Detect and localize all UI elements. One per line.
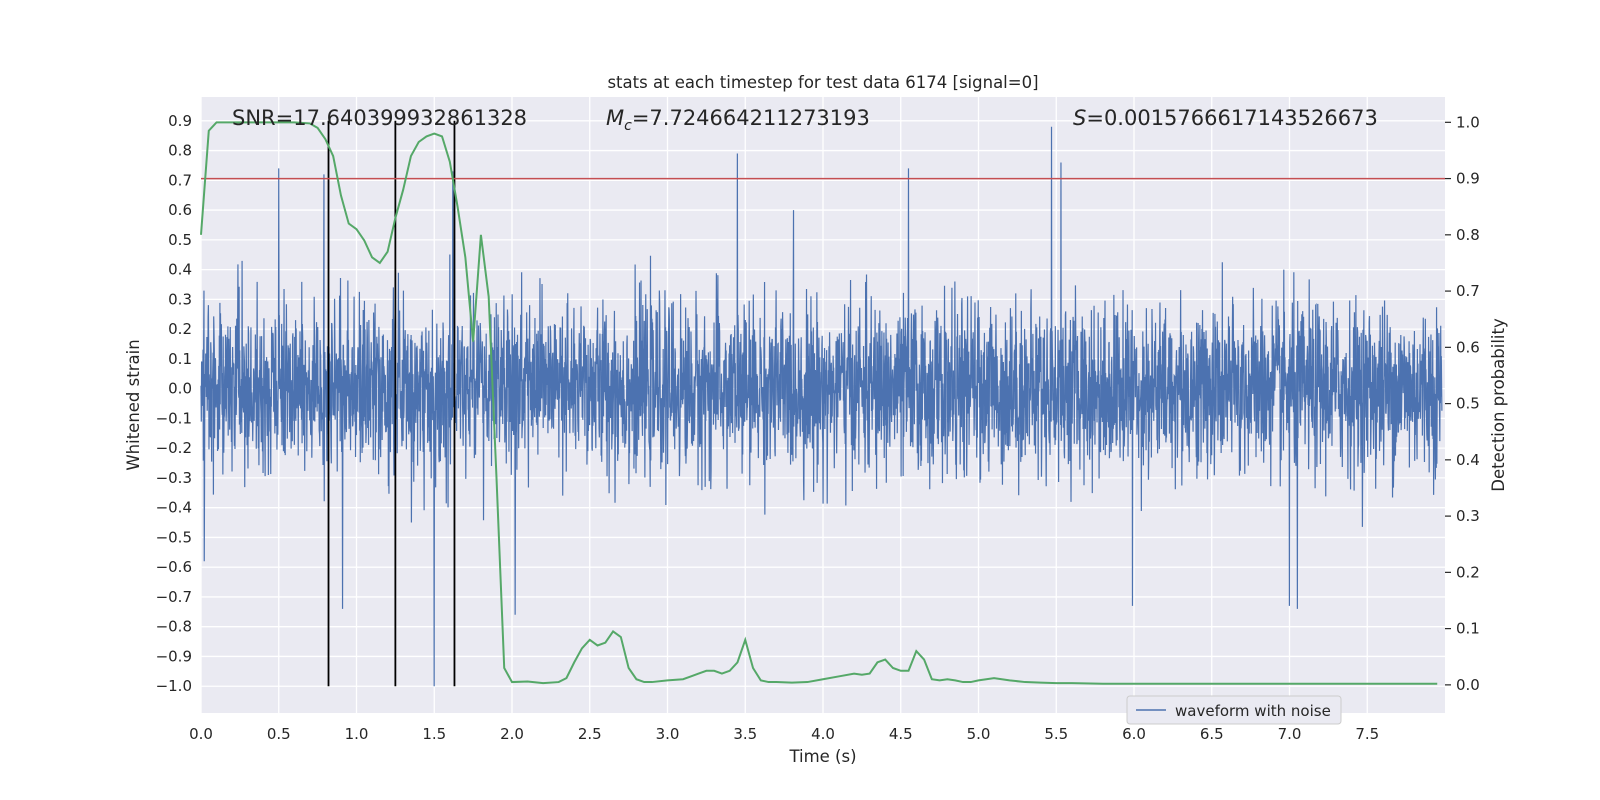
chirp-mass-annotation: Mc=7.724664211273193 [606,106,870,134]
y-tick-label: −0.7 [156,588,192,606]
s-annotation: S=0.0015766617143526673 [1073,106,1378,130]
x-tick-label: 5.5 [1044,725,1068,743]
mc-subscript: c [624,118,632,134]
y-tick-label: −0.5 [156,528,192,546]
y-tick-label: 0.0 [168,380,192,398]
y-tick-label: 0.9 [168,112,192,130]
x-tick-label: 6.5 [1200,725,1224,743]
right-y-tick-label: 0.9 [1456,170,1480,188]
right-y-tick-label: 0.6 [1456,338,1480,356]
right-y-tick-label: 1.0 [1456,113,1480,131]
y-tick-labels: 0.9 0.8 0.7 0.6 0.5 0.4 0.3 0.2 0.1 0.0 −0.1 −0.2 −0… [156,112,192,695]
y-tick-label: 0.7 [168,171,192,189]
chart-title: stats at each timestep for test data 617… [607,73,1038,92]
x-tick-label: 5.0 [967,725,991,743]
detection-probability-line [200,121,1438,685]
x-axis-label: Time (s) [788,747,856,766]
right-y-tick-label: 0.3 [1456,507,1480,525]
y-tick-label: −1.0 [156,677,192,695]
right-y-tick-label: 0.2 [1456,563,1480,581]
x-tick-label: 2.0 [500,725,524,743]
x-tick-label: 1.0 [345,725,369,743]
right-y-tick-labels: 1.0 0.9 0.8 0.7 0.6 0.5 0.4 0.3 0.2 0.1 0.0 [1445,113,1480,694]
y-tick-label: 0.2 [168,320,192,338]
x-tick-label: 3.0 [656,725,680,743]
y-tick-label: 0.1 [168,350,192,368]
y-tick-label: 0.3 [168,290,192,308]
x-tick-label: 4.5 [889,725,913,743]
x-tick-label: 0.0 [189,725,213,743]
x-tick-label: 6.0 [1122,725,1146,743]
x-tick-label: 1.5 [422,725,446,743]
right-y-tick-label: 0.4 [1456,451,1480,469]
x-tick-labels: 0.0 0.5 1.0 1.5 2.0 2.5 3.0 3.5 4.0 4.5 5.0 5.5 6.0 6… [189,725,1379,743]
x-tick-label: 0.5 [267,725,291,743]
legend-label: waveform with noise [1175,702,1331,720]
legend-box [1126,695,1342,725]
x-tick-label: 2.5 [578,725,602,743]
waveform-series [200,126,1443,687]
y-tick-label: 0.5 [168,231,192,249]
waveform-line [200,126,1443,687]
y-tick-label: −0.3 [156,469,192,487]
legend: waveform with noise [1126,695,1342,725]
y-tick-label: −0.6 [156,558,192,576]
right-y-tick-label: 0.0 [1456,676,1480,694]
y-tick-label: 0.8 [168,142,192,160]
y-tick-label: 0.6 [168,201,192,219]
y-tick-label: −0.4 [156,499,192,517]
snr-annotation: SNR=17.640399932861328 [232,106,527,130]
x-tick-label: 7.5 [1355,725,1379,743]
right-y-tick-label: 0.5 [1456,395,1480,413]
right-y-axis-label: Detection probability [1489,318,1508,492]
right-y-tick-label: 0.8 [1456,226,1480,244]
s-value: =0.0015766617143526673 [1086,106,1378,130]
y-tick-label: −0.9 [156,647,192,665]
x-tick-label: 7.0 [1278,725,1302,743]
right-y-tick-label: 0.7 [1456,282,1480,300]
y-tick-label: −0.2 [156,439,192,457]
y-tick-label: −0.1 [156,409,192,427]
x-tick-label: 4.0 [811,725,835,743]
x-tick-label: 3.5 [733,725,757,743]
right-y-tick-label: 0.1 [1456,620,1480,638]
y-tick-label: 0.4 [168,261,192,279]
s-symbol: S [1073,106,1086,130]
mc-value: =7.724664211273193 [632,106,870,130]
mc-symbol: M [606,106,624,130]
y-tick-label: −0.8 [156,618,192,636]
y-axis-label: Whitened strain [124,339,143,470]
